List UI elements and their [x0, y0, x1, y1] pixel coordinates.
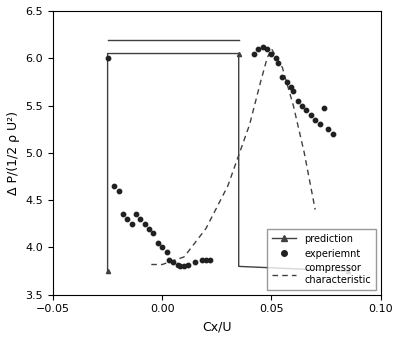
Point: [124, 216, 130, 222]
Point: [303, 107, 310, 113]
Point: [325, 126, 332, 132]
Point: [192, 259, 198, 265]
Point: [133, 211, 139, 217]
Point: [185, 262, 192, 267]
Point: [111, 183, 117, 189]
Y-axis label: Δ P/(1/2 ρ U²): Δ P/(1/2 ρ U²): [7, 111, 20, 195]
Point: [268, 51, 275, 56]
Point: [321, 106, 327, 111]
Point: [279, 74, 286, 80]
Point: [299, 103, 305, 108]
Point: [128, 221, 135, 226]
Point: [264, 46, 270, 51]
Point: [260, 44, 266, 50]
Point: [203, 257, 209, 262]
Point: [275, 60, 281, 66]
Point: [312, 117, 318, 122]
Point: [288, 84, 294, 89]
Point: [290, 89, 296, 94]
Point: [150, 231, 157, 236]
Point: [251, 51, 257, 56]
Point: [120, 211, 126, 217]
Point: [166, 257, 172, 262]
Point: [198, 257, 205, 262]
Point: [284, 79, 290, 85]
Point: [294, 98, 301, 104]
Legend: prediction, experiemnt, compressor
characteristic: prediction, experiemnt, compressor chara…: [267, 229, 376, 290]
Point: [255, 46, 262, 51]
Point: [308, 112, 314, 118]
Point: [207, 257, 214, 262]
Point: [159, 245, 166, 250]
Point: [273, 55, 279, 61]
X-axis label: Cx/U: Cx/U: [202, 320, 232, 333]
Point: [170, 259, 176, 265]
Point: [155, 240, 161, 245]
Point: [137, 216, 144, 222]
Point: [146, 226, 152, 231]
Point: [330, 131, 336, 137]
Point: [316, 122, 323, 127]
Point: [163, 250, 170, 255]
Point: [142, 221, 148, 226]
Point: [181, 264, 187, 269]
Point: [104, 55, 111, 61]
Point: [176, 264, 183, 269]
Point: [174, 262, 181, 267]
Point: [115, 188, 122, 193]
